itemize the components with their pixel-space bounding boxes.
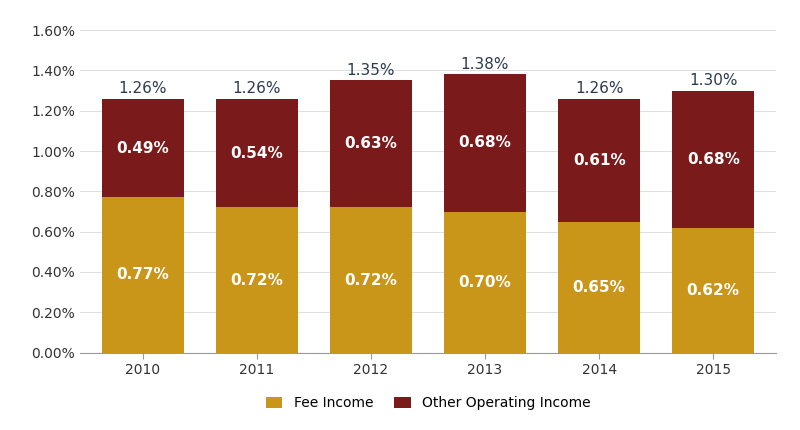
Text: 0.61%: 0.61% bbox=[573, 153, 626, 168]
Bar bbox=[672, 91, 754, 227]
Text: 0.65%: 0.65% bbox=[573, 280, 626, 295]
Text: 0.63%: 0.63% bbox=[345, 136, 398, 151]
Bar bbox=[558, 98, 640, 221]
Text: 0.77%: 0.77% bbox=[116, 267, 169, 283]
Bar bbox=[444, 74, 526, 212]
Text: 1.26%: 1.26% bbox=[233, 81, 281, 96]
Text: 0.70%: 0.70% bbox=[458, 274, 511, 289]
Bar bbox=[216, 207, 298, 353]
Bar bbox=[102, 98, 184, 197]
Text: 0.68%: 0.68% bbox=[458, 135, 511, 150]
Text: 1.26%: 1.26% bbox=[575, 81, 623, 96]
Legend: Fee Income, Other Operating Income: Fee Income, Other Operating Income bbox=[266, 396, 590, 410]
Text: 1.26%: 1.26% bbox=[118, 81, 167, 96]
Bar bbox=[216, 98, 298, 207]
Text: 1.30%: 1.30% bbox=[689, 73, 738, 88]
Text: 0.72%: 0.72% bbox=[345, 273, 398, 288]
Text: 0.72%: 0.72% bbox=[230, 273, 283, 288]
Bar bbox=[444, 212, 526, 353]
Text: 0.68%: 0.68% bbox=[687, 152, 740, 166]
Bar bbox=[558, 221, 640, 353]
Text: 0.62%: 0.62% bbox=[686, 283, 740, 298]
Bar bbox=[102, 197, 184, 353]
Text: 0.49%: 0.49% bbox=[116, 141, 169, 156]
Bar bbox=[330, 80, 412, 207]
Text: 1.35%: 1.35% bbox=[346, 63, 395, 78]
Bar bbox=[330, 207, 412, 353]
Text: 0.54%: 0.54% bbox=[230, 145, 283, 160]
Bar bbox=[672, 227, 754, 353]
Text: 1.38%: 1.38% bbox=[461, 57, 510, 72]
